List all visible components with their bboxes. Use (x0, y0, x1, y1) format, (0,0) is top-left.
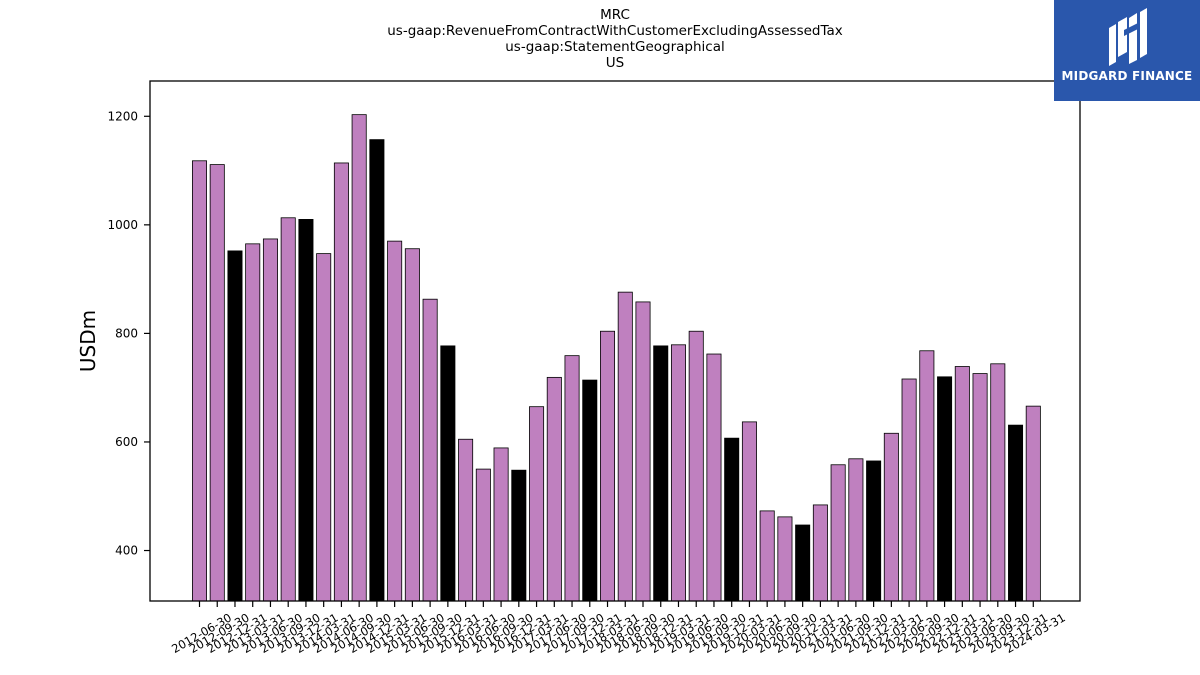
bar-2021-09-30 (848, 458, 864, 602)
bar-2015-12-31 (440, 345, 456, 602)
bar-2022-09-30 (919, 350, 935, 602)
bar-2012-12-31 (227, 250, 243, 602)
bar-2023-03-31 (954, 366, 970, 602)
bar-2012-09-30 (209, 164, 225, 602)
bar-2020-03-31 (741, 421, 757, 602)
bar-2013-03-31 (245, 243, 261, 602)
bar-2014-09-30 (351, 114, 367, 602)
chart-title-line-4: US (605, 55, 625, 71)
bar-2022-03-31 (883, 432, 899, 602)
bar-2023-06-30 (972, 373, 988, 602)
chart-title-line-3: us-gaap:StatementGeographical (505, 39, 725, 55)
y-axis: 400 600 800 1000 1200 (107, 109, 150, 558)
logo-text: MIDGARD FINANCE (1061, 69, 1193, 83)
bar-2016-03-31 (458, 438, 474, 602)
bar-2018-09-30 (635, 301, 651, 602)
y-tick-label: 600 (115, 435, 138, 449)
y-tick-label: 1000 (107, 218, 138, 232)
bar-2021-12-31 (866, 460, 882, 602)
bar-2023-12-31 (1008, 424, 1024, 602)
bar-2017-03-31 (529, 406, 545, 602)
bar-2023-09-30 (990, 363, 1006, 602)
bar-2018-03-31 (600, 330, 616, 602)
bar-2018-06-30 (617, 291, 633, 602)
bar-2012-06-30 (191, 160, 207, 602)
bar-2018-12-31 (653, 345, 669, 602)
bar-2017-06-30 (546, 376, 562, 602)
bar-2019-09-30 (706, 353, 722, 602)
chart-title-line-2: us-gaap:RevenueFromContractWithCustomerE… (387, 23, 843, 39)
bar-2020-09-30 (777, 516, 793, 602)
x-axis: 2012-06-302012-09-302012-12-312013-03-31… (169, 601, 1068, 656)
bar-2014-12-31 (369, 139, 385, 602)
bar-2022-06-30 (901, 378, 917, 602)
bar-2022-12-31 (937, 376, 953, 602)
bar-2019-12-31 (724, 437, 740, 602)
bar-2015-03-31 (387, 240, 403, 602)
bar-2019-06-30 (688, 330, 704, 602)
bar-2017-12-31 (582, 379, 598, 602)
y-axis-label: USDm (76, 310, 100, 372)
bar-2024-03-31 (1025, 405, 1041, 602)
bar-2019-03-31 (670, 344, 686, 602)
bar-2021-03-31 (812, 504, 828, 602)
bar-2013-09-30 (280, 217, 296, 602)
bar-2016-09-30 (493, 447, 509, 602)
chart-title: MRC us-gaap:RevenueFromContractWithCusto… (150, 7, 1080, 71)
bar-2016-12-31 (511, 469, 527, 602)
plot-frame (149, 80, 1081, 602)
bar-2020-06-30 (759, 510, 775, 602)
logo-mark-icon (1109, 8, 1147, 66)
chart-title-line-1: MRC (600, 7, 630, 23)
bar-2016-06-30 (475, 468, 491, 602)
bar-2017-09-30 (564, 355, 580, 602)
bar-2015-06-30 (404, 248, 420, 602)
y-tick-label: 400 (115, 544, 138, 558)
bars-layer (191, 114, 1041, 602)
bar-2013-06-30 (262, 238, 278, 602)
bar-2020-12-31 (795, 524, 811, 602)
bar-2021-06-30 (830, 464, 846, 602)
y-tick-label: 800 (115, 326, 138, 340)
bar-2015-09-30 (422, 298, 438, 602)
y-tick-label: 1200 (107, 109, 138, 123)
bar-2014-03-31 (316, 253, 332, 602)
bar-2014-06-30 (333, 162, 349, 602)
bar-2013-12-31 (298, 219, 314, 602)
midgard-finance-logo: MIDGARD FINANCE (1054, 0, 1200, 101)
